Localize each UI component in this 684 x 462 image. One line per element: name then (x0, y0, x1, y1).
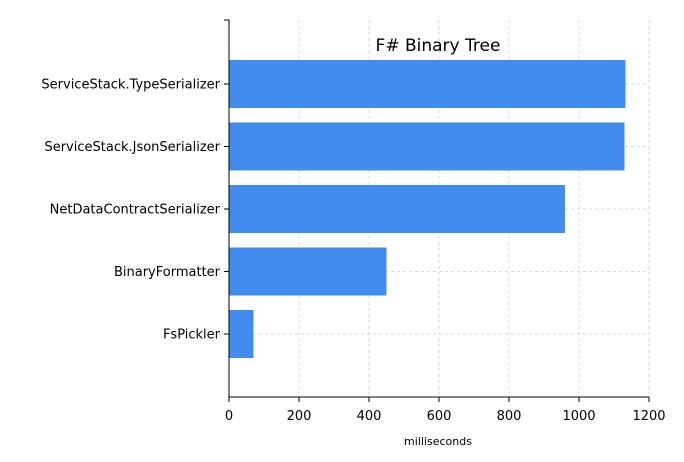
y-axis-tick-label: BinaryFormatter (114, 265, 221, 280)
x-axis-tick-label: 400 (357, 409, 382, 424)
x-axis-tick-label: 1000 (562, 409, 595, 424)
x-axis-tick-label: 0 (225, 409, 233, 424)
x-axis-tick-label: 800 (497, 409, 522, 424)
y-axis-tick-label: ServiceStack.JsonSerializer (44, 140, 220, 155)
chart-title: F# Binary Tree (376, 36, 501, 56)
bar (229, 185, 565, 233)
y-axis-tick-label: FsPickler (163, 328, 221, 343)
bar (229, 60, 626, 108)
y-axis-tick-label: NetDataContractSerializer (50, 203, 221, 218)
y-axis-tick-label: ServiceStack.TypeSerializer (41, 78, 220, 93)
bars (229, 60, 626, 358)
x-axis-tick-label: 200 (287, 409, 312, 424)
bar (229, 247, 387, 296)
x-axis-tick-label: 600 (427, 409, 452, 424)
bar (229, 310, 254, 358)
x-axis-ticks: 0 200 400 600 800 1000 1200 (225, 397, 666, 424)
x-axis-tick-label: 1200 (632, 409, 665, 424)
y-axis-ticks: ServiceStack.TypeSerializer ServiceStack.… (41, 78, 229, 343)
x-axis-label: milliseconds (404, 435, 472, 448)
bar (229, 122, 625, 171)
